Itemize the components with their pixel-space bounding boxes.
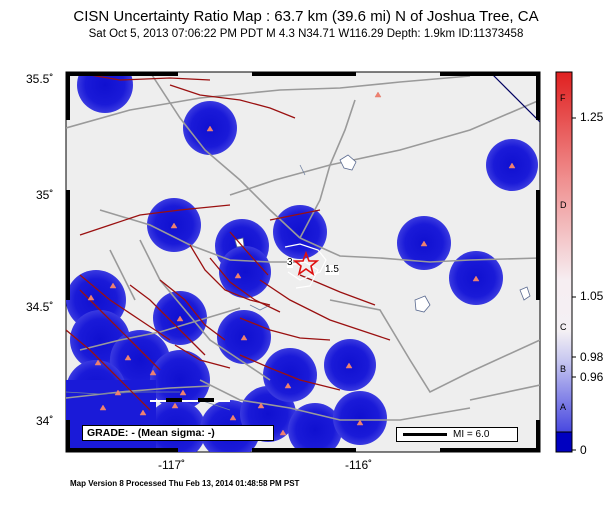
colorbar-grade-d: D <box>560 200 567 210</box>
contour-lines <box>284 243 327 289</box>
colorbar-grade-b: B <box>560 364 567 374</box>
colorbar-value-0-98: 0.98 <box>580 350 604 364</box>
colorbar-value-1-25: 1.25 <box>580 110 604 124</box>
colorbar-value-1-05: 1.05 <box>580 289 604 303</box>
processing-footer: Map Version 8 Processed Thu Feb 13, 2014… <box>70 479 300 488</box>
colorbar <box>555 71 576 453</box>
mi-legend-text: MI = 6.0 <box>453 429 490 440</box>
lon-label-117: -117˚ <box>158 458 186 472</box>
mi-legend-bar <box>403 433 447 436</box>
epicenter-star-icon <box>292 250 320 276</box>
colorbar-value-0: 0 <box>580 443 587 457</box>
colorbar-value-0-96: 0.96 <box>580 370 604 384</box>
map-frame <box>66 72 540 452</box>
lon-label-116: -116˚ <box>345 458 373 472</box>
lat-label-34-5: 34.5˚ <box>26 300 54 314</box>
colorbar-grade-f: F <box>560 93 566 103</box>
fault-lines <box>66 74 391 411</box>
grade-legend: GRADE: - (Mean sigma: -) <box>82 425 274 441</box>
lat-label-35: 35˚ <box>36 188 54 202</box>
colorbar-grade-a: A <box>560 402 567 412</box>
map-subtitle: Sat Oct 5, 2013 07:06:22 PM PDT M 4.3 N3… <box>88 28 524 40</box>
contour-label-1-5: 1.5 <box>325 264 339 275</box>
map-title: CISN Uncertainty Ratio Map : 63.7 km (39… <box>73 8 539 25</box>
lat-label-34: 34˚ <box>36 414 54 428</box>
lat-label-35-5: 35.5˚ <box>26 72 54 86</box>
station-markers <box>87 72 516 436</box>
road-lines <box>66 72 540 421</box>
contour-label-3: 3 <box>287 257 293 268</box>
colorbar-grade-c: C <box>560 322 567 332</box>
mi-legend: MI = 6.0 <box>396 427 518 442</box>
